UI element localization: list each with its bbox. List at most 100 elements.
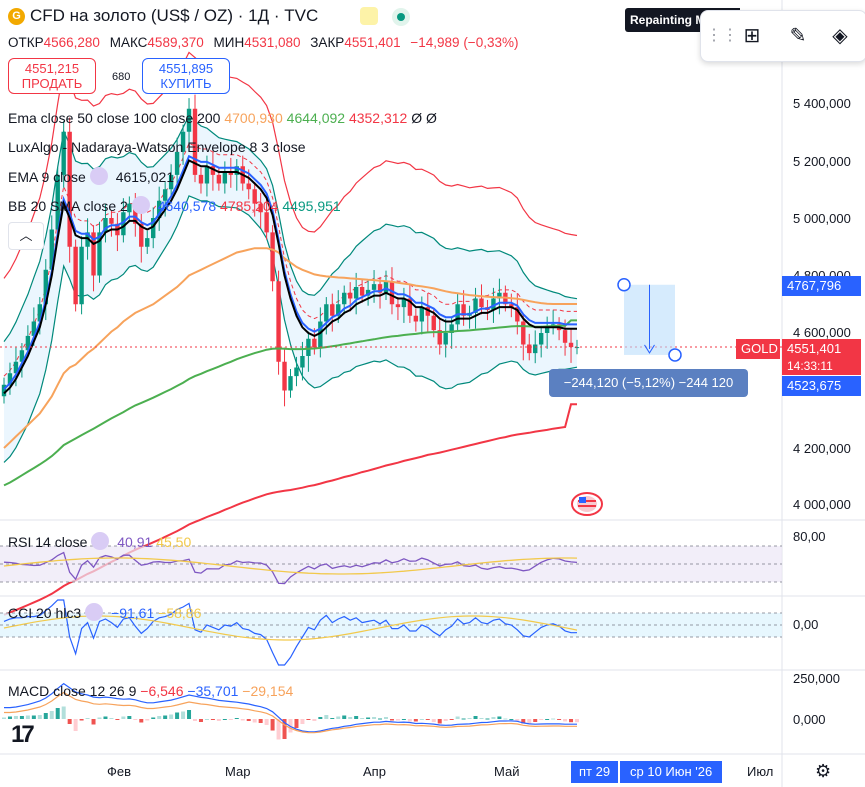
macd-histogram-bar xyxy=(527,719,532,724)
macd-histogram-bar xyxy=(575,719,579,723)
macd-histogram-bar xyxy=(258,719,263,723)
bb-upper-value: 4785,204 xyxy=(220,198,279,214)
macd-histogram-bar xyxy=(503,718,508,720)
macd-legend[interactable]: MACD close 12 26 9 −6,546 −35,701 −29,15… xyxy=(8,683,293,699)
macd-histogram-bar xyxy=(181,711,186,719)
sell-price: 4551,215 xyxy=(24,61,80,76)
candle-body xyxy=(521,321,526,345)
eye-icon[interactable] xyxy=(85,603,104,621)
macd-histogram-bar xyxy=(127,716,132,719)
candle-body xyxy=(222,172,228,184)
cci-line xyxy=(3,599,577,666)
rsi-tick: 80,00 xyxy=(793,529,826,544)
bb-basis-value: 4640,578 xyxy=(157,198,217,214)
macd-histogram-bar xyxy=(193,719,197,721)
macd-histogram-bar xyxy=(37,715,42,719)
macd-histogram-bar xyxy=(139,719,144,723)
high-key: МАКС xyxy=(109,35,148,50)
time-highlight-right: ср 10 Июн '26 xyxy=(620,761,723,783)
ema9-legend[interactable]: EMA 9 close 4615,021 xyxy=(8,167,174,185)
macd-histogram-bar xyxy=(270,719,275,731)
gold-coin-icon: G xyxy=(8,8,25,25)
bb-lower-line xyxy=(3,195,578,463)
macd-histogram-bar xyxy=(222,719,227,720)
high-value: 4589,370 xyxy=(147,35,204,50)
macd-histogram-bar xyxy=(228,719,233,720)
macd-histogram-bar xyxy=(210,719,215,720)
eye-icon[interactable] xyxy=(89,167,108,185)
macd-histogram-bar xyxy=(473,716,478,719)
eye-icon[interactable] xyxy=(91,532,110,550)
candle-body xyxy=(174,151,180,175)
candle-body xyxy=(568,342,574,348)
macd-histogram-bar xyxy=(85,718,90,719)
macd-histogram-bar xyxy=(407,719,412,722)
candle-body xyxy=(574,347,580,349)
candle-body xyxy=(383,281,389,293)
buy-button[interactable]: 4551,895 КУПИТЬ xyxy=(142,58,230,94)
luxalgo-legend[interactable]: LuxAlgo - Nadaraya-Watson Envelope 8 3 c… xyxy=(8,139,306,155)
ema9-value: 4615,021 xyxy=(115,169,175,185)
pencil-icon[interactable]: ✎ xyxy=(789,25,807,47)
macd-histogram-bar xyxy=(198,719,203,722)
macd-histogram-bar xyxy=(2,717,6,719)
cci-tick: 0,00 xyxy=(793,617,819,632)
bb-label: BB 20 SMA close 2 xyxy=(8,198,128,214)
macd-histogram-bar xyxy=(240,719,245,721)
candle-body xyxy=(365,289,371,296)
macd-histogram-bar xyxy=(169,714,174,719)
candle-body xyxy=(79,246,84,305)
rsi-legend[interactable]: RSI 14 close 40,91 45,50 xyxy=(8,532,191,550)
candle-body xyxy=(7,373,13,385)
macd-histogram-bar xyxy=(491,717,496,719)
macd-histogram-bar xyxy=(318,717,323,719)
open-value: 4566,280 xyxy=(43,35,100,50)
flag-icon[interactable] xyxy=(360,7,378,25)
sell-label: ПРОДАТЬ xyxy=(21,76,83,91)
candle-body xyxy=(91,232,96,276)
macd-histogram-bar xyxy=(461,718,466,720)
candle-body xyxy=(234,166,239,175)
sell-button[interactable]: 4551,215 ПРОДАТЬ xyxy=(8,58,96,94)
us-flag-icon[interactable] xyxy=(571,492,603,516)
gear-icon[interactable]: ⚙ xyxy=(815,761,832,781)
collapse-legend-button[interactable]: ︿ xyxy=(8,222,44,250)
macd-histogram-bar xyxy=(563,719,568,722)
macd-histogram-bar xyxy=(449,719,454,720)
candle-body xyxy=(544,327,550,333)
macd-histogram-bar xyxy=(557,719,562,720)
measure-label[interactable]: −244,120 (−5,12%) −244 120 xyxy=(549,369,748,397)
macd-histogram-bar xyxy=(31,715,36,719)
rsi-value: 40,91 xyxy=(117,534,153,550)
candle-body xyxy=(538,333,544,345)
candle-body xyxy=(246,183,251,190)
macd-histogram-bar xyxy=(282,719,287,739)
macd-histogram-bar xyxy=(354,716,359,719)
candle-body xyxy=(145,238,150,247)
candle-body xyxy=(407,298,413,316)
candle-body xyxy=(401,298,407,308)
candle-body xyxy=(318,321,323,348)
candle-body xyxy=(377,284,383,293)
price-tick: 5 200,000 xyxy=(793,154,851,169)
candle-body xyxy=(359,287,365,296)
candle-body xyxy=(509,304,514,308)
candle-body xyxy=(252,189,257,204)
settings-template-icon[interactable]: ⊞ xyxy=(743,25,761,47)
macd-hist-value: −6,546 xyxy=(140,683,184,699)
fill-bucket-icon[interactable]: ◈ xyxy=(832,25,848,47)
bb-legend[interactable]: BB 20 SMA close 2 4640,578 4785,204 4495… xyxy=(8,196,341,214)
candle-body xyxy=(204,166,210,184)
cci-legend[interactable]: CCI 20 hlc3 −91,61 −58,86 xyxy=(8,603,201,621)
symbol-title[interactable]: CFD на золото (US$ / OZ) · 1Д · TVC xyxy=(30,6,319,25)
eye-icon[interactable] xyxy=(131,196,150,214)
macd-histogram-bar xyxy=(187,710,192,719)
ema-legend[interactable]: Ema close 50 close 100 close 200 4700,93… xyxy=(8,110,437,126)
countdown-tag: 14:33:11 xyxy=(782,357,861,375)
candle-body xyxy=(73,246,78,305)
time-label: Мар xyxy=(225,764,251,779)
candle-body xyxy=(270,232,275,282)
rsi-ma-value: 45,50 xyxy=(156,534,192,550)
drag-handle-icon[interactable]: ⋮⋮ xyxy=(706,27,738,44)
tradingview-logo[interactable]: 17 xyxy=(11,721,35,748)
